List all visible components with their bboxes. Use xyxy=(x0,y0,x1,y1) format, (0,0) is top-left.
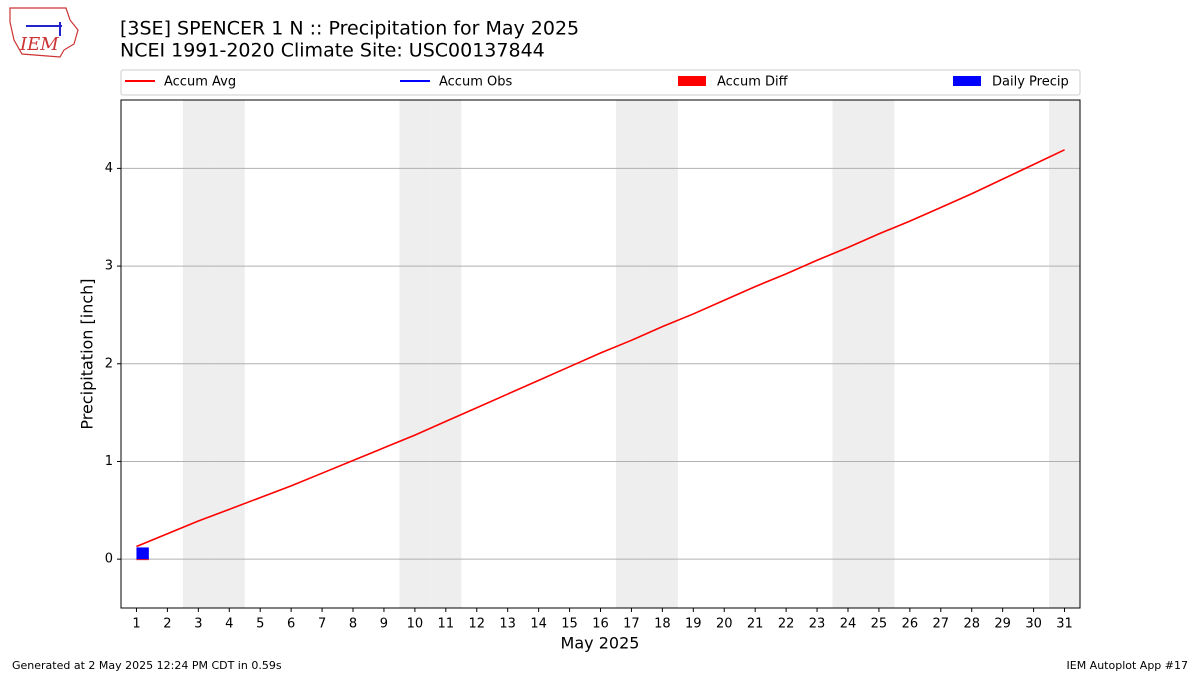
x-tick-label: 8 xyxy=(349,617,357,632)
series-line xyxy=(136,149,1065,548)
x-tick-label: 19 xyxy=(685,617,702,632)
weekend-shade xyxy=(646,100,678,608)
weekend-shade xyxy=(1049,100,1080,608)
x-tick-label: 15 xyxy=(561,617,578,632)
x-tick-label: 5 xyxy=(256,617,264,632)
y-tick-label: 1 xyxy=(105,454,113,469)
x-tick-label: 9 xyxy=(380,617,388,632)
weekend-shade xyxy=(832,100,864,608)
x-tick-label: 2 xyxy=(163,617,171,632)
x-tick-label: 23 xyxy=(809,617,826,632)
logo: IEM xyxy=(9,7,79,58)
y-tick-label: 3 xyxy=(105,259,113,274)
x-tick-label: 25 xyxy=(871,617,888,632)
weekend-shade xyxy=(213,100,245,608)
x-tick-label: 12 xyxy=(468,617,485,632)
legend xyxy=(120,69,1081,96)
x-tick-label: 22 xyxy=(778,617,795,632)
footer-right: IEM Autoplot App #17 xyxy=(1067,659,1189,672)
bar xyxy=(136,559,149,561)
chart-title: [3SE] SPENCER 1 N :: Precipitation for M… xyxy=(120,18,579,40)
legend-label: Daily Precip xyxy=(992,75,1069,90)
x-tick-label: 29 xyxy=(994,617,1011,632)
weekend-shade xyxy=(399,100,431,608)
weekend-shade xyxy=(615,100,647,608)
weekend-shade xyxy=(863,100,895,608)
legend-swatch xyxy=(678,76,706,86)
x-axis-label: May 2025 xyxy=(561,634,640,653)
x-tick-label: 11 xyxy=(438,617,455,632)
x-tick-label: 6 xyxy=(287,617,295,632)
x-tick-label: 7 xyxy=(318,617,326,632)
weekend-shade xyxy=(182,100,214,608)
legend-swatch xyxy=(953,76,981,86)
x-tick-label: 21 xyxy=(747,617,764,632)
y-tick-label: 4 xyxy=(105,161,113,176)
x-tick-label: 31 xyxy=(1056,617,1073,632)
x-tick-label: 20 xyxy=(716,617,733,632)
legend-label: Accum Diff xyxy=(717,75,789,90)
x-tick-label: 10 xyxy=(407,617,424,632)
plot-frame xyxy=(120,99,1081,609)
y-tick-label: 0 xyxy=(105,552,113,567)
weekend-shade xyxy=(430,100,462,608)
legend-label: Accum Obs xyxy=(439,75,512,90)
x-tick-label: 24 xyxy=(840,617,857,632)
x-tick-label: 13 xyxy=(499,617,516,632)
logo-text: IEM xyxy=(19,34,59,55)
x-tick-label: 14 xyxy=(530,617,547,632)
x-tick-label: 4 xyxy=(225,617,233,632)
x-tick-label: 3 xyxy=(194,617,202,632)
x-tick-label: 18 xyxy=(654,617,671,632)
x-tick-label: 1 xyxy=(132,617,140,632)
x-tick-label: 26 xyxy=(902,617,919,632)
y-tick-label: 2 xyxy=(105,356,113,371)
chart-subtitle: NCEI 1991-2020 Climate Site: USC00137844 xyxy=(120,40,545,62)
x-tick-label: 16 xyxy=(592,617,609,632)
bar xyxy=(136,547,149,560)
x-tick-label: 30 xyxy=(1025,617,1042,632)
footer-left: Generated at 2 May 2025 12:24 PM CDT in … xyxy=(12,659,282,672)
legend-label: Accum Avg xyxy=(164,75,236,90)
y-axis-label: Precipitation [inch] xyxy=(78,278,97,429)
x-tick-label: 28 xyxy=(963,617,980,632)
x-tick-label: 17 xyxy=(623,617,640,632)
logo-outline xyxy=(9,7,79,58)
x-tick-label: 27 xyxy=(933,617,950,632)
